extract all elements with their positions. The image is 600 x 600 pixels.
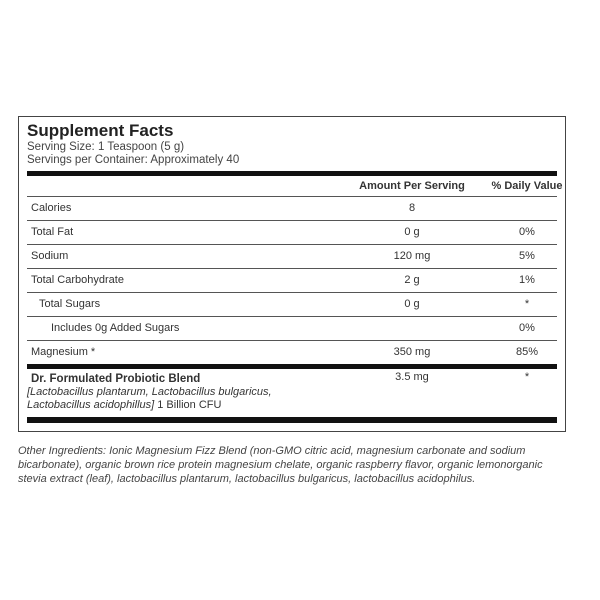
table-row: Total Carbohydrate 2 g 1% bbox=[27, 269, 557, 293]
amount-header: Amount Per Serving bbox=[359, 180, 465, 192]
servings-per-container: Servings per Container: Approximately 40 bbox=[27, 154, 240, 166]
serving-size: Serving Size: 1 Teaspoon (5 g) bbox=[27, 141, 185, 153]
blend-ingredients-2: Lactobacillus acidophillus] bbox=[27, 399, 155, 411]
table-row: Total Fat 0 g 0% bbox=[27, 221, 557, 245]
table-row: Includes 0g Added Sugars 0% bbox=[27, 317, 557, 341]
supplement-facts-panel: Supplement Facts Serving Size: 1 Teaspoo… bbox=[18, 116, 566, 432]
table-row: Magnesium * 350 mg 85% bbox=[31, 346, 539, 358]
panel-title: Supplement Facts bbox=[27, 121, 174, 140]
dv-header: % Daily Value bbox=[491, 180, 563, 192]
divider bbox=[27, 417, 557, 423]
divider bbox=[27, 364, 557, 369]
table-row: Calories 8 bbox=[27, 197, 557, 221]
blend-name: Dr. Formulated Probiotic Blend bbox=[31, 373, 201, 385]
blend-ingredients-1: [Lactobacillus plantarum, Lactobacillus … bbox=[27, 386, 272, 398]
divider bbox=[27, 171, 557, 176]
other-ingredients: Other Ingredients: Ionic Magnesium Fizz … bbox=[18, 445, 543, 485]
table-row: Total Sugars 0 g * bbox=[27, 293, 557, 317]
blend-dv: * bbox=[524, 371, 530, 383]
blend-cfu: 1 Billion CFU bbox=[154, 399, 222, 411]
probiotic-blend-row: Dr. Formulated Probiotic Blend [Lactobac… bbox=[27, 369, 557, 417]
table-row: Sodium 120 mg 5% bbox=[27, 245, 557, 269]
blend-amount: 3.5 mg bbox=[395, 371, 429, 383]
table-header: Amount Per Serving % Daily Value bbox=[27, 176, 562, 197]
